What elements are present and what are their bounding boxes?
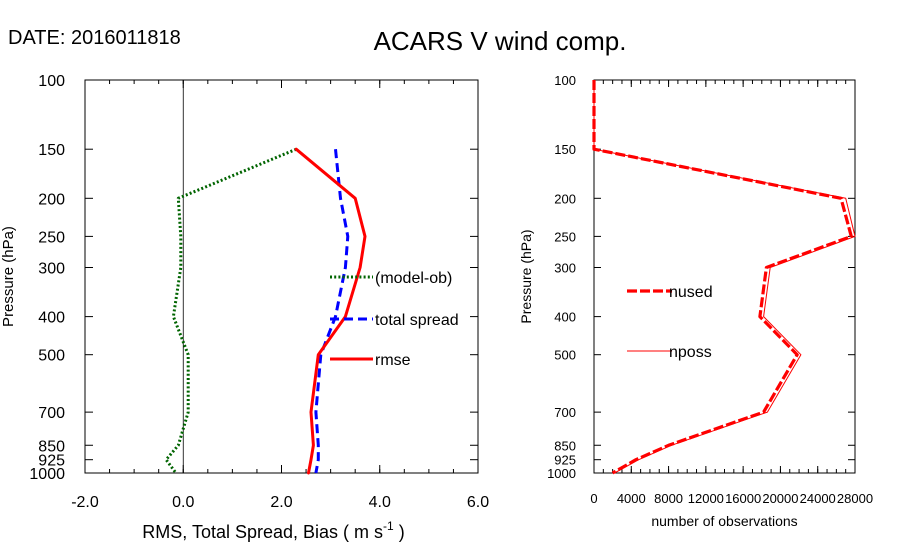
x-tick-label: 4000 [617,491,646,506]
series-line-total-spread [314,149,350,474]
x-tick-label: 24000 [800,491,836,506]
y-tick-label: 300 [38,261,65,278]
x-tick-label: 0 [590,491,597,506]
y-tick-label: 100 [554,73,576,88]
x-axis-label-suffix: ) [394,522,405,542]
y-tick-label: 700 [38,405,65,422]
y-tick-label: 300 [554,261,576,276]
x-tick-label: 16000 [725,491,761,506]
y-tick-label: 150 [554,142,576,157]
x-axis-label-sup: -1 [383,519,394,533]
x-tick-label: 4.0 [369,494,391,511]
x-tick-label: 28000 [837,491,873,506]
x-tick-label: 12000 [688,491,724,506]
y-tick-label: 850 [38,438,65,455]
date-label: DATE: 2016011818 [8,27,181,49]
x-axis-label: number of observations [651,513,797,529]
x-tick-label: 0.0 [172,494,194,511]
x-tick-label: -2.0 [71,494,99,511]
y-tick-label: 500 [38,348,65,365]
y-tick-label: 925 [38,453,65,470]
series-line-nused [592,80,853,475]
y-tick-label: 500 [554,348,576,363]
legend-label: rmse [375,352,411,369]
y-tick-label: 850 [554,438,576,453]
y-tick-label: 1000 [547,466,576,481]
y-tick-label: 400 [554,310,576,325]
x-axis-label: RMS, Total Spread, Bias ( m s-1 ) [142,519,404,542]
y-tick-label: 250 [38,229,65,246]
y-tick-label: 925 [554,453,576,468]
legend-label: nused [669,284,713,301]
x-tick-label: 8000 [654,491,683,506]
x-tick-label: 20000 [762,491,798,506]
legend-label: nposs [669,344,712,361]
plot-frame [593,79,856,474]
y-tick-label: 150 [38,142,65,159]
y-tick-label: 1000 [29,466,65,483]
legend-label: total spread [375,312,459,329]
y-tick-label: 100 [38,73,65,90]
y-tick-label: 400 [38,310,65,327]
y-tick-label: 200 [38,191,65,208]
figure-title: ACARS V wind comp. [374,26,627,56]
series-line-rmse [294,147,367,475]
y-tick-label: 200 [554,191,576,206]
x-tick-label: 2.0 [270,494,292,511]
y-tick-label: 700 [554,405,576,420]
series-line-nposs [593,80,856,474]
y-axis-label: Pressure (hPa) [518,229,534,323]
x-tick-label: 6.0 [467,494,489,511]
y-tick-label: 250 [554,229,576,244]
series-line-model-ob [164,147,297,474]
x-axis-label-main: RMS, Total Spread, Bias ( m s [142,522,383,542]
y-axis-label: Pressure (hPa) [0,226,17,327]
legend-label: (model-ob) [375,270,452,287]
